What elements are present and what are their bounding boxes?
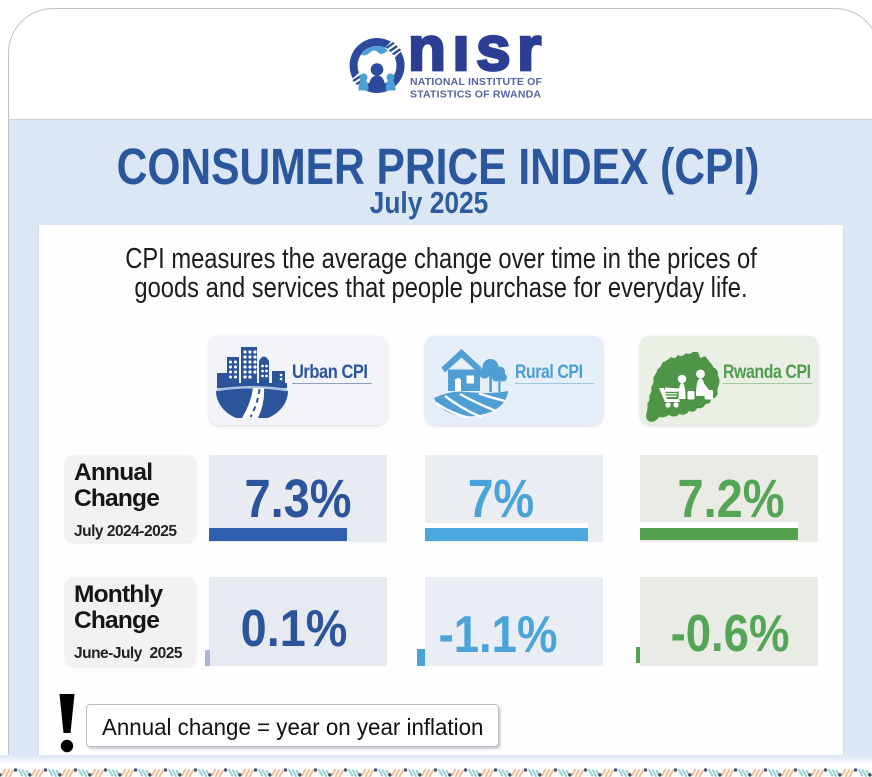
svg-text:NATIONAL INSTITUTE OF: NATIONAL INSTITUTE OF bbox=[410, 76, 543, 88]
svg-text:STATISTICS OF RWANDA: STATISTICS OF RWANDA bbox=[410, 89, 541, 101]
svg-text:nısr: nısr bbox=[408, 33, 548, 84]
